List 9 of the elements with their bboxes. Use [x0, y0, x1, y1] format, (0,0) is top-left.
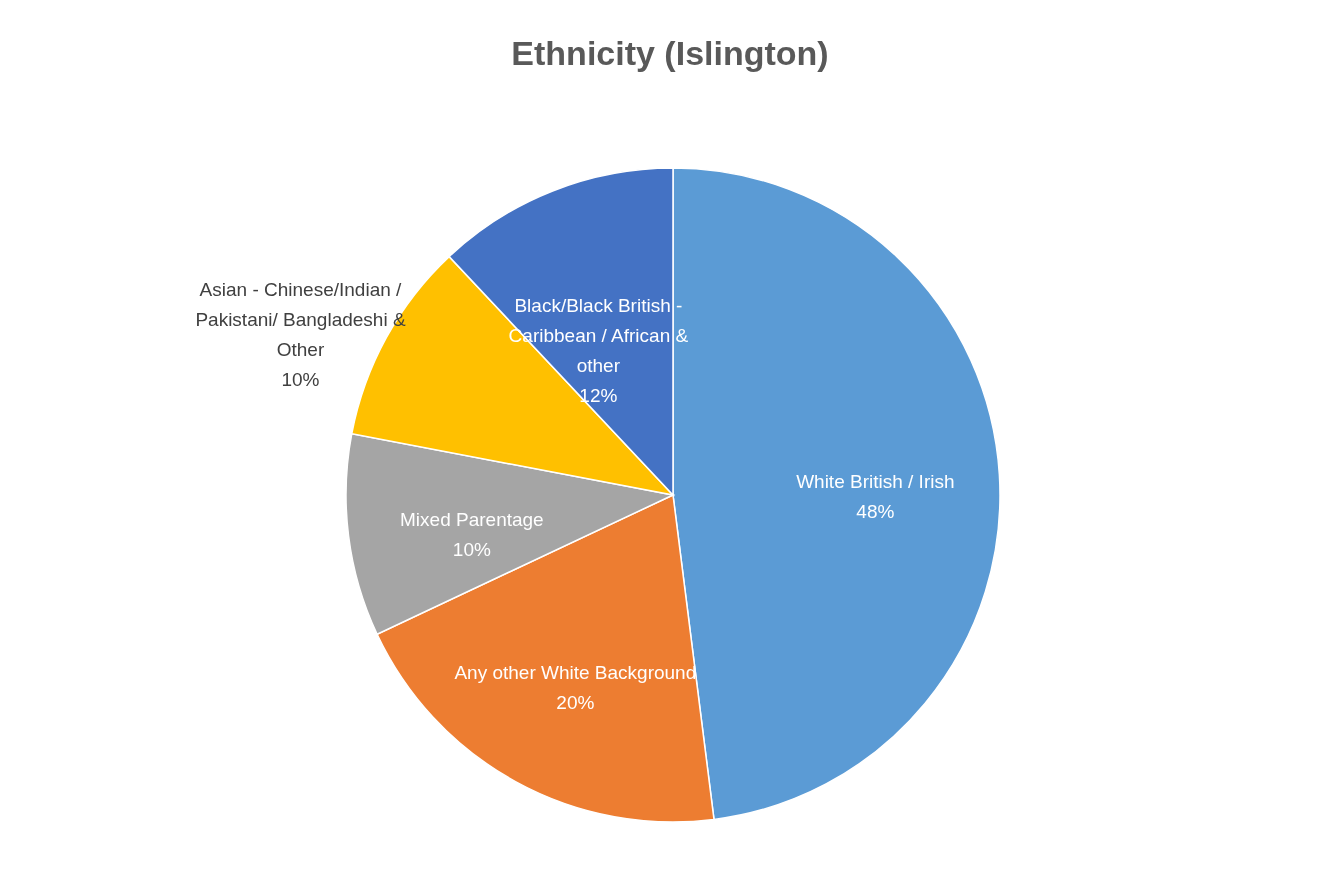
slice-label: Any other White Background [454, 661, 697, 683]
data-label: 48% [856, 501, 895, 523]
data-label: 12% [579, 385, 618, 407]
slice-label: White British / Irish [796, 471, 955, 493]
chart-title: Ethnicity (Islington) [511, 34, 829, 72]
data-label: 10% [281, 369, 320, 391]
data-label: 10% [452, 539, 491, 561]
slice-label: Mixed Parentage [400, 509, 544, 531]
data-label: 20% [556, 691, 595, 713]
